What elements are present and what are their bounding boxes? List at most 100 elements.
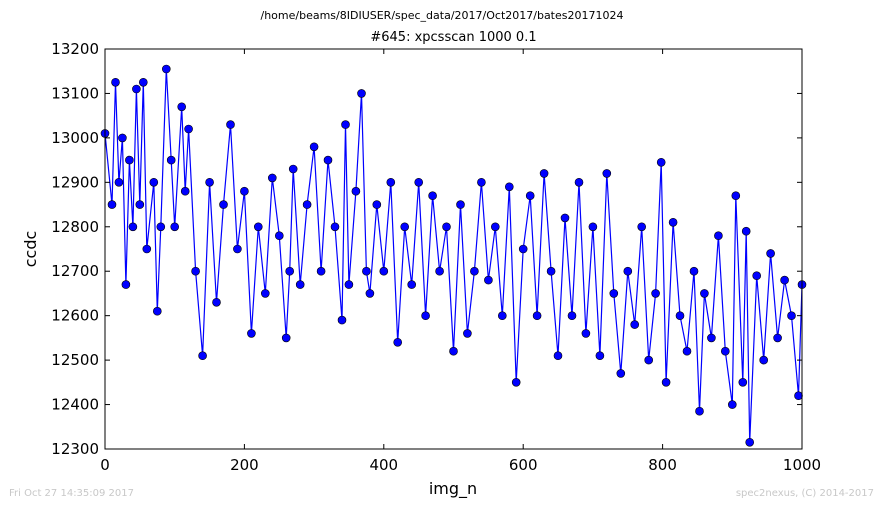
data-point: [323, 155, 333, 165]
data-point: [247, 329, 256, 338]
data-point: [553, 351, 563, 361]
y-tick-label: 12300: [51, 440, 99, 458]
data-point: [741, 226, 751, 236]
data-point: [780, 275, 789, 285]
data-point: [407, 280, 417, 289]
data-point: [288, 164, 298, 174]
data-point: [574, 178, 584, 187]
x-axis: 0 200 400 600 800 1000: [100, 49, 821, 474]
data-point: [738, 377, 748, 387]
data-point: [661, 377, 671, 387]
data-point: [794, 391, 803, 401]
y-tick-label: 13100: [51, 84, 99, 102]
data-point: [285, 266, 295, 276]
data-point: [365, 289, 375, 298]
data-point: [539, 169, 549, 178]
data-point: [357, 89, 366, 98]
data-point: [205, 178, 214, 187]
data-point: [274, 231, 284, 240]
data-point: [497, 311, 507, 321]
data-point: [162, 64, 171, 74]
x-axis-label: img_n: [429, 479, 477, 499]
data-point: [414, 178, 424, 187]
data-point: [609, 289, 619, 298]
data-point: [362, 266, 371, 276]
data-point: [344, 280, 354, 289]
data-point: [118, 133, 127, 143]
data-point: [484, 275, 493, 285]
data-point: [731, 191, 741, 200]
data-point: [184, 124, 193, 134]
data-point: [233, 244, 242, 254]
data-point: [689, 266, 699, 276]
data-point: [470, 266, 479, 276]
data-point: [132, 84, 141, 94]
data-point: [668, 218, 678, 227]
data-point: [588, 222, 598, 232]
data-point: [456, 200, 465, 209]
series-layer: [100, 64, 807, 447]
data-point: [316, 266, 326, 276]
plot-area: [105, 49, 802, 449]
data-point: [149, 178, 159, 187]
data-point: [114, 178, 124, 187]
data-point: [309, 142, 319, 152]
data-point: [682, 346, 692, 356]
figure-suptitle: /home/beams/8IDIUSER/spec_data/2017/Oct2…: [260, 9, 624, 22]
data-point: [139, 78, 148, 87]
data-point: [546, 266, 556, 276]
data-point: [421, 311, 430, 321]
plot-title: #645: xpcsscan 1000 0.1: [370, 30, 537, 45]
data-point: [379, 266, 389, 276]
x-tick-label: 0: [100, 456, 110, 474]
data-point: [525, 191, 535, 200]
data-point: [623, 266, 633, 276]
data-point: [752, 271, 762, 281]
data-point: [219, 200, 228, 209]
data-point: [180, 186, 190, 196]
data-point: [170, 222, 179, 232]
data-point: [177, 102, 186, 112]
data-point: [281, 333, 291, 343]
x-tick-label: 1000: [783, 456, 821, 474]
x-tick-label: 200: [230, 456, 259, 474]
data-point: [128, 222, 138, 232]
data-point: [504, 182, 514, 192]
data-point: [107, 200, 117, 209]
data-point: [337, 315, 347, 325]
data-point: [135, 200, 145, 209]
y-tick-label: 12800: [51, 218, 99, 236]
data-point: [630, 320, 640, 329]
x-tick-label: 400: [369, 456, 398, 474]
data-point: [295, 280, 305, 289]
data-point: [463, 329, 472, 338]
data-point: [518, 244, 528, 254]
data-point: [111, 78, 120, 87]
data-point: [341, 120, 350, 129]
y-tick-label: 13000: [51, 129, 99, 147]
x-tick-label: 600: [509, 456, 538, 474]
data-point: [700, 289, 709, 298]
y-axis: 12300 12400 12500 12600 12700 12800 12900 13000…: [51, 40, 802, 458]
y-tick-label: 12500: [51, 351, 99, 369]
data-point: [428, 191, 437, 200]
data-point: [644, 355, 654, 365]
data-point: [490, 222, 500, 232]
y-tick-label: 12600: [51, 307, 99, 325]
data-point: [707, 333, 716, 343]
data-point: [560, 213, 570, 223]
data-point: [727, 400, 737, 409]
data-point: [400, 222, 410, 232]
data-point: [372, 200, 382, 209]
data-point: [351, 186, 361, 196]
data-point: [759, 355, 769, 365]
data-point: [449, 346, 458, 356]
data-point: [773, 333, 782, 343]
data-point: [191, 266, 200, 276]
data-point: [637, 222, 647, 232]
data-point: [393, 337, 403, 347]
plot-frame: [104, 48, 803, 450]
data-point: [787, 311, 796, 321]
data-point: [532, 311, 542, 321]
